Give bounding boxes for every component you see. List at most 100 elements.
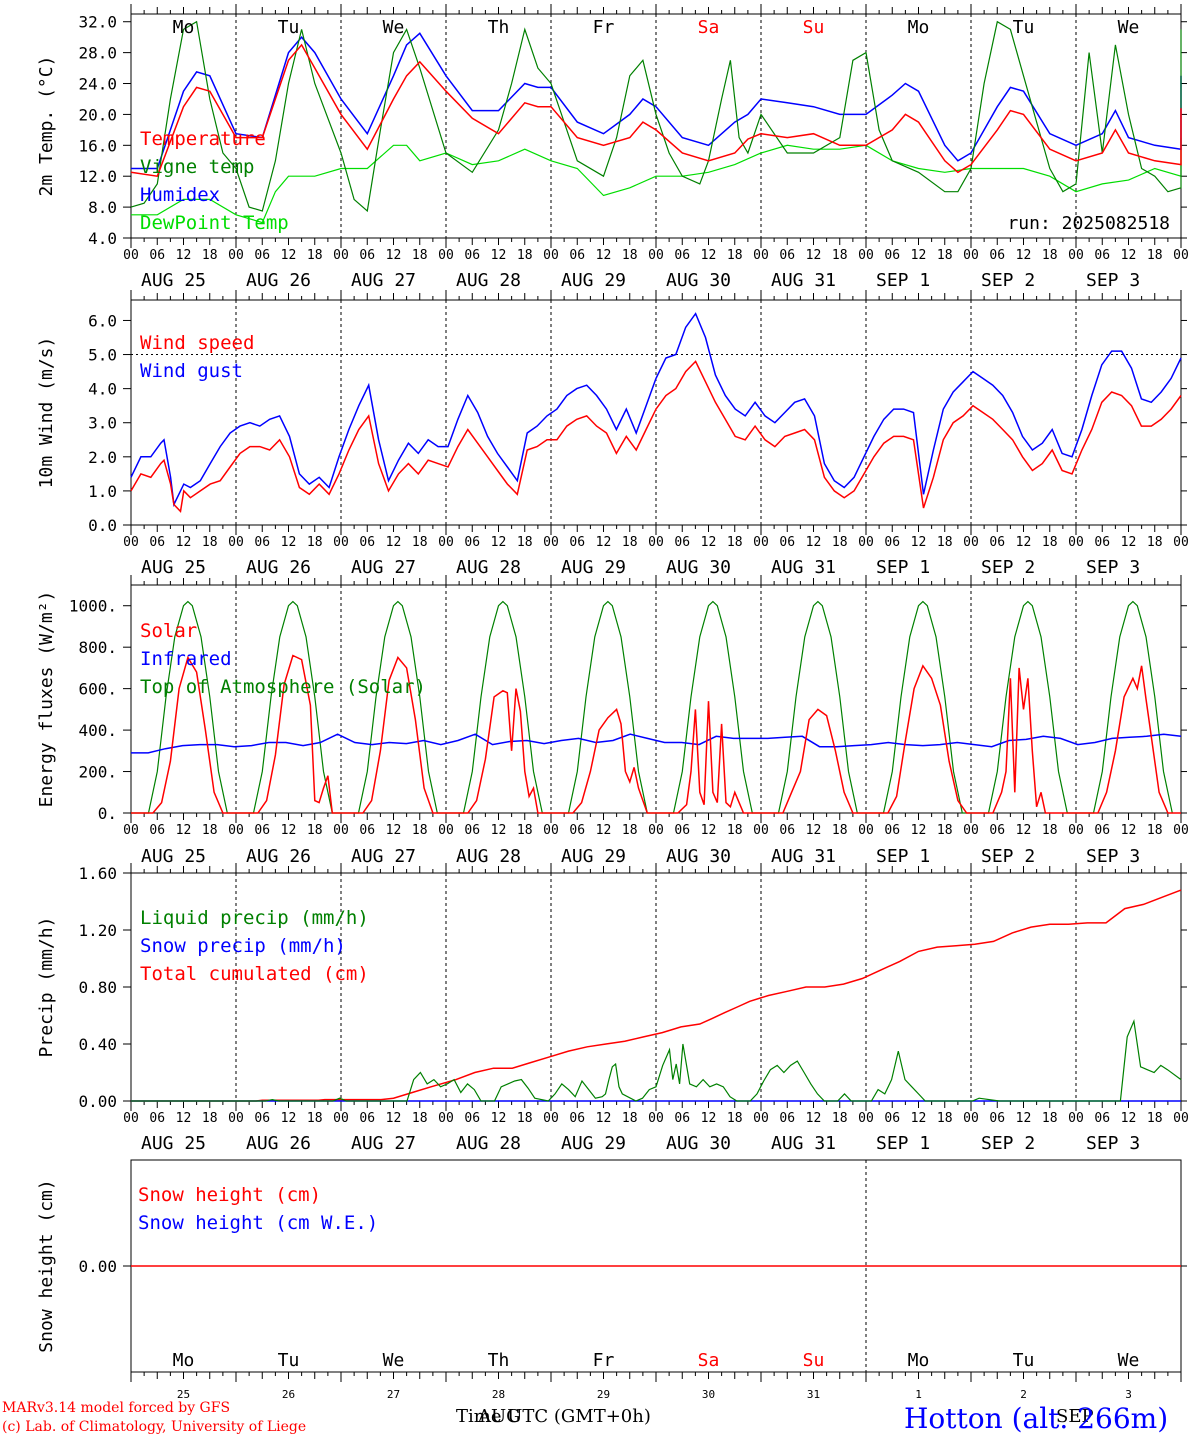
wind-hour-label: 06 — [359, 535, 375, 550]
temp-hour-label: 00 — [228, 248, 244, 263]
wind-hour-label: 12 — [806, 535, 822, 550]
energy-date-label: AUG 30 — [666, 846, 731, 867]
run-label: run: 2025082518 — [1007, 213, 1170, 234]
snow-y-tick-label: 0.00 — [78, 1257, 117, 1276]
energy-hour-label: 06 — [359, 823, 375, 838]
temp-weekday-label: Sa — [698, 17, 720, 38]
energy-hour-label: 00 — [1068, 823, 1084, 838]
wind-hour-label: 18 — [937, 535, 953, 550]
energy-hour-label: 18 — [412, 823, 428, 838]
temp-hour-label: 00 — [963, 248, 979, 263]
wind-hour-label: 00 — [228, 535, 244, 550]
temp-hour-label: 00 — [1173, 248, 1189, 263]
wind-date-label: AUG 29 — [561, 557, 626, 578]
snow-weekday-label: We — [1118, 1350, 1140, 1371]
wind-y-tick-label: 4.0 — [88, 380, 117, 399]
temp-hour-label: 06 — [149, 248, 165, 263]
energy-hour-label: 00 — [543, 823, 559, 838]
temp-hour-label: 18 — [1042, 248, 1058, 263]
temp-y-tick-label: 8.0 — [88, 198, 117, 217]
wind-hour-label: 00 — [648, 535, 664, 550]
energy-hour-label: 00 — [333, 823, 349, 838]
temp-hour-label: 12 — [491, 248, 507, 263]
temp-date-label: AUG 30 — [666, 270, 731, 291]
energy-hour-label: 06 — [989, 823, 1005, 838]
precip-date-label: AUG 25 — [141, 1133, 206, 1154]
precip-hour-label: 12 — [596, 1111, 612, 1126]
precip-date-label: AUG 31 — [771, 1133, 836, 1154]
temp-weekday-label: We — [1118, 17, 1140, 38]
precip-hour-label: 18 — [517, 1111, 533, 1126]
precip-y-tick-label: 0.00 — [78, 1092, 117, 1111]
temp-hour-label: 06 — [359, 248, 375, 263]
energy-y-axis-label: Energy fluxes (W/m²) — [36, 591, 57, 808]
temp-series-vigne-temp — [130, 20, 1182, 213]
wind-hour-label: 06 — [464, 535, 480, 550]
wind-hour-label: 00 — [1173, 535, 1189, 550]
wind-hour-label: 18 — [1042, 535, 1058, 550]
wind-hour-label: 00 — [1068, 535, 1084, 550]
temp-hour-label: 00 — [123, 248, 139, 263]
temp-y-tick-label: 16.0 — [78, 136, 117, 155]
energy-hour-label: 18 — [937, 823, 953, 838]
temp-legend-dewpoint-temp: DewPoint Temp — [140, 212, 289, 234]
energy-y-tick-label: 200. — [78, 763, 117, 782]
day-number-label: 28 — [492, 1388, 505, 1401]
wind-hour-label: 12 — [281, 535, 297, 550]
precip-hour-label: 12 — [1121, 1111, 1137, 1126]
energy-hour-label: 12 — [281, 823, 297, 838]
wind-hour-label: 18 — [307, 535, 323, 550]
snow-weekday-label: Su — [803, 1350, 825, 1371]
precip-legend-liquid-precip-mm-h-: Liquid precip (mm/h) — [140, 907, 369, 929]
temp-hour-label: 00 — [648, 248, 664, 263]
temp-hour-label: 06 — [569, 248, 585, 263]
precip-hour-label: 18 — [1147, 1111, 1163, 1126]
energy-date-label: SEP 2 — [981, 846, 1035, 867]
temp-y-tick-label: 12.0 — [78, 167, 117, 186]
precip-date-label: SEP 3 — [1086, 1133, 1140, 1154]
wind-hour-label: 06 — [254, 535, 270, 550]
temp-hour-label: 06 — [254, 248, 270, 263]
temp-date-label: AUG 31 — [771, 270, 836, 291]
wind-hour-label: 00 — [123, 535, 139, 550]
wind-date-label: AUG 28 — [456, 557, 521, 578]
precip-hour-label: 18 — [1042, 1111, 1058, 1126]
temp-legend-vigne-temp: Vigne temp — [140, 156, 254, 178]
energy-hour-label: 06 — [674, 823, 690, 838]
day-number-label: 31 — [807, 1388, 820, 1401]
temp-date-label: AUG 27 — [351, 270, 416, 291]
wind-hour-label: 18 — [832, 535, 848, 550]
precip-hour-label: 00 — [1068, 1111, 1084, 1126]
day-number-label: 3 — [1125, 1388, 1132, 1401]
wind-hour-label: 12 — [701, 535, 717, 550]
wind-hour-label: 06 — [884, 535, 900, 550]
wind-hour-label: 06 — [149, 535, 165, 550]
energy-hour-label: 06 — [254, 823, 270, 838]
temp-date-label: AUG 29 — [561, 270, 626, 291]
precip-date-label: AUG 29 — [561, 1133, 626, 1154]
energy-date-label: AUG 26 — [246, 846, 311, 867]
energy-hour-label: 12 — [491, 823, 507, 838]
wind-panel-frame — [130, 299, 1182, 526]
snow-y-axis-label: Snow height (cm) — [36, 1179, 57, 1352]
wind-hour-label: 06 — [569, 535, 585, 550]
temp-panel-frame — [130, 13, 1182, 239]
energy-hour-label: 12 — [596, 823, 612, 838]
energy-hour-label: 18 — [1042, 823, 1058, 838]
month-under-axis-aug: AUG — [478, 1406, 521, 1427]
snow-weekday-label: Mo — [908, 1350, 930, 1371]
precip-y-tick-label: 1.60 — [78, 864, 117, 883]
energy-hour-label: 12 — [806, 823, 822, 838]
wind-y-tick-label: 3.0 — [88, 414, 117, 433]
temp-hour-label: 18 — [307, 248, 323, 263]
temp-weekday-label: Su — [803, 17, 825, 38]
precip-hour-label: 00 — [1173, 1111, 1189, 1126]
day-number-label: 29 — [597, 1388, 610, 1401]
temp-date-label: AUG 28 — [456, 270, 521, 291]
energy-hour-label: 18 — [1147, 823, 1163, 838]
precip-legend-total-cumulated-cm-: Total cumulated (cm) — [140, 963, 369, 985]
temp-hour-label: 18 — [1147, 248, 1163, 263]
wind-date-label: AUG 27 — [351, 557, 416, 578]
precip-hour-label: 06 — [779, 1111, 795, 1126]
